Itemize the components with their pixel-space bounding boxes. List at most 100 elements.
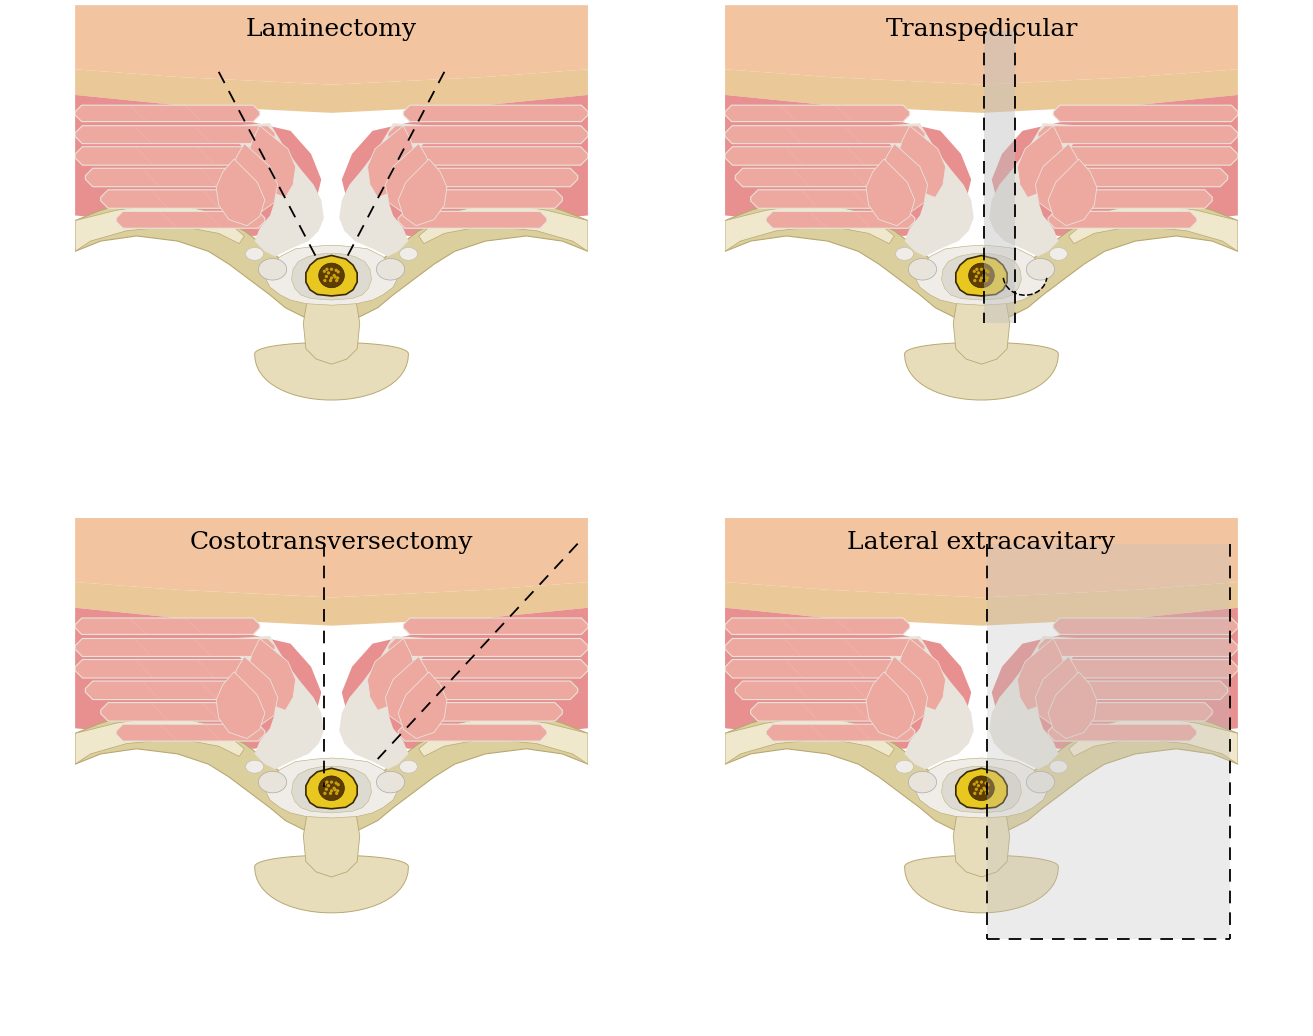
Text: Transpedicular: Transpedicular	[885, 18, 1078, 41]
Circle shape	[324, 787, 328, 790]
Polygon shape	[765, 724, 915, 741]
Circle shape	[330, 780, 334, 784]
Polygon shape	[735, 681, 927, 699]
Circle shape	[973, 279, 977, 282]
Polygon shape	[306, 256, 357, 296]
Ellipse shape	[909, 259, 936, 280]
Polygon shape	[725, 125, 926, 144]
Polygon shape	[419, 203, 588, 252]
Polygon shape	[725, 147, 930, 165]
Polygon shape	[75, 95, 322, 236]
Ellipse shape	[246, 760, 264, 773]
Polygon shape	[75, 5, 588, 85]
Ellipse shape	[1049, 248, 1067, 260]
Circle shape	[327, 784, 330, 787]
Polygon shape	[247, 638, 295, 711]
Circle shape	[974, 787, 978, 790]
Polygon shape	[291, 254, 372, 300]
Circle shape	[334, 276, 336, 279]
Polygon shape	[341, 608, 588, 749]
Circle shape	[976, 780, 978, 784]
Polygon shape	[247, 125, 295, 198]
Polygon shape	[1036, 144, 1082, 212]
Circle shape	[336, 783, 340, 786]
Circle shape	[985, 279, 989, 282]
Circle shape	[982, 786, 986, 789]
Ellipse shape	[259, 259, 286, 280]
Circle shape	[979, 277, 983, 280]
Polygon shape	[1048, 724, 1197, 741]
Polygon shape	[991, 608, 1238, 749]
Polygon shape	[897, 125, 945, 198]
Polygon shape	[953, 800, 1010, 876]
Polygon shape	[725, 582, 1238, 626]
Polygon shape	[956, 769, 1007, 809]
Polygon shape	[725, 69, 1238, 113]
Polygon shape	[878, 123, 974, 257]
Text: Lateral extracavitary: Lateral extracavitary	[847, 530, 1116, 554]
Circle shape	[335, 279, 339, 282]
Polygon shape	[75, 582, 588, 626]
Polygon shape	[368, 125, 416, 198]
Polygon shape	[339, 636, 435, 770]
Polygon shape	[255, 342, 408, 400]
Polygon shape	[725, 638, 926, 657]
Polygon shape	[735, 168, 927, 186]
Polygon shape	[751, 190, 920, 208]
Polygon shape	[75, 125, 276, 144]
Polygon shape	[725, 716, 894, 765]
Polygon shape	[75, 716, 244, 765]
Polygon shape	[383, 147, 588, 165]
Polygon shape	[116, 211, 265, 228]
Polygon shape	[303, 800, 360, 876]
Polygon shape	[75, 618, 260, 634]
Circle shape	[979, 789, 983, 793]
Polygon shape	[228, 123, 324, 257]
Ellipse shape	[319, 776, 344, 801]
Polygon shape	[1018, 125, 1066, 198]
Polygon shape	[991, 95, 1238, 236]
Polygon shape	[393, 702, 562, 721]
Circle shape	[326, 780, 328, 784]
Polygon shape	[989, 123, 1085, 257]
Polygon shape	[386, 144, 432, 212]
Polygon shape	[265, 246, 398, 306]
Polygon shape	[217, 160, 265, 226]
Polygon shape	[419, 716, 588, 765]
Circle shape	[323, 269, 326, 272]
Circle shape	[983, 788, 986, 792]
Polygon shape	[915, 758, 1048, 818]
Ellipse shape	[895, 248, 914, 260]
Polygon shape	[75, 106, 260, 121]
Polygon shape	[1033, 660, 1238, 678]
Polygon shape	[915, 246, 1048, 306]
Polygon shape	[751, 702, 920, 721]
Ellipse shape	[969, 263, 994, 288]
Polygon shape	[1037, 638, 1238, 657]
Polygon shape	[1048, 160, 1096, 226]
Polygon shape	[303, 287, 360, 365]
Polygon shape	[116, 724, 265, 741]
Circle shape	[330, 789, 334, 793]
Circle shape	[986, 789, 989, 793]
Polygon shape	[386, 657, 432, 725]
Polygon shape	[75, 638, 276, 657]
Polygon shape	[905, 342, 1058, 400]
Circle shape	[328, 792, 332, 795]
Polygon shape	[725, 608, 972, 749]
Polygon shape	[725, 203, 894, 252]
Polygon shape	[1043, 702, 1212, 721]
Polygon shape	[725, 618, 910, 634]
Circle shape	[335, 792, 339, 795]
Ellipse shape	[1027, 772, 1054, 793]
Polygon shape	[989, 636, 1085, 770]
Circle shape	[326, 267, 328, 271]
Circle shape	[323, 279, 327, 282]
Circle shape	[328, 279, 332, 282]
Polygon shape	[75, 203, 244, 252]
Circle shape	[332, 786, 336, 789]
Polygon shape	[765, 211, 915, 228]
Polygon shape	[1048, 671, 1096, 739]
Polygon shape	[867, 160, 915, 226]
Polygon shape	[1069, 716, 1238, 765]
